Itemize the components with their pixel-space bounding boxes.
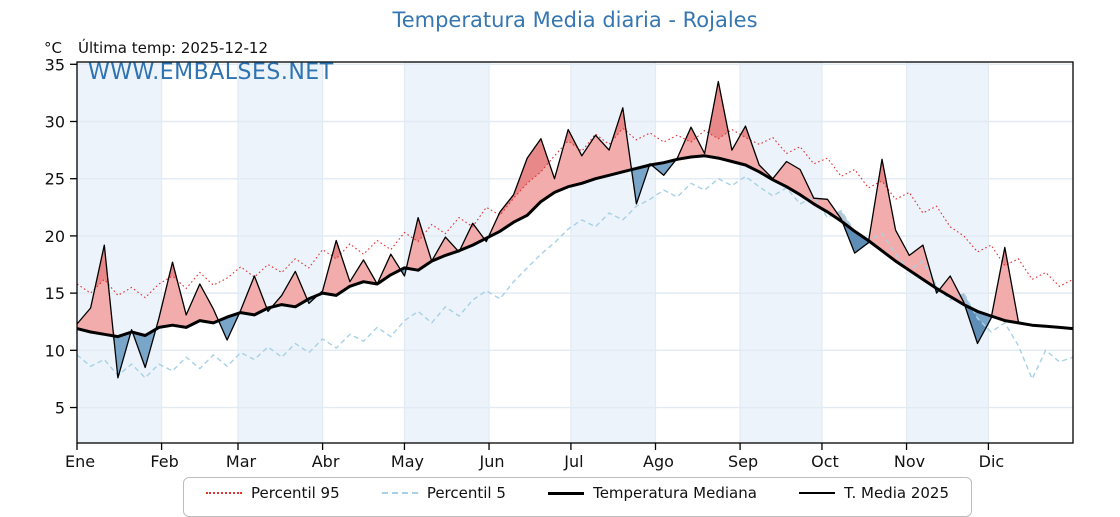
x-tick-label: Ago <box>643 452 674 471</box>
x-tick-label: Feb <box>150 452 178 471</box>
y-tick-label: 35 <box>45 55 65 74</box>
legend-label-t-media-2025: T. Media 2025 <box>844 484 949 502</box>
legend-item-percentil-5: Percentil 5 <box>381 484 506 502</box>
percentil-5-line-swatch <box>381 492 418 494</box>
legend-item-percentil-95: Percentil 95 <box>206 484 340 502</box>
page-title: Temperatura Media diaria - Rojales <box>392 8 758 32</box>
legend-label-percentil-5: Percentil 5 <box>426 484 506 502</box>
legend-label-temperatura-mediana: Temperatura Mediana <box>593 484 757 502</box>
y-tick-label: 25 <box>45 170 65 189</box>
t-media-2025-line <box>76 80 1022 379</box>
y-tick-label: 10 <box>45 341 65 360</box>
month-band <box>77 62 162 443</box>
y-tick-label: 30 <box>45 112 65 131</box>
watermark-embalses: WWW.EMBALSES.NET <box>88 60 334 85</box>
month-band <box>570 62 656 443</box>
fill-above-median <box>77 81 1022 337</box>
month-band <box>740 62 822 443</box>
last-temp-label: Última temp: 2025-12-12 <box>78 39 269 57</box>
month-band <box>237 62 323 443</box>
x-tick-label: Oct <box>811 452 839 471</box>
plot-frame <box>76 61 1074 444</box>
x-tick-label: Jun <box>479 452 505 471</box>
x-tick-label: May <box>391 452 424 471</box>
percentil-95-line-swatch <box>206 492 242 494</box>
temperatura-mediana-line <box>76 154 1074 339</box>
x-tick-label: Nov <box>894 452 925 471</box>
legend-label-percentil-95: Percentil 95 <box>251 484 340 502</box>
y-tick-label: 5 <box>55 399 65 418</box>
percentil-95-line <box>76 127 1074 299</box>
x-tick-label: Ene <box>65 452 95 471</box>
y-tick-label: 20 <box>45 227 65 246</box>
fill-above-percentil-95 <box>77 81 1022 298</box>
x-tick-label: Mar <box>226 452 257 471</box>
x-tick-label: Sep <box>728 452 758 471</box>
chart-legend: Percentil 95 Percentil 5 Temperatura Med… <box>183 477 972 517</box>
legend-item-temperatura-mediana: Temperatura Mediana <box>548 484 757 502</box>
temperature-chart: 5 10 15 20 25 30 35 Ene Feb Mar Abr May Jun Jul Ago Sep… <box>45 55 1074 471</box>
y-tick-label: 15 <box>45 284 65 303</box>
x-tick-label: Abr <box>312 452 340 471</box>
x-tick-label: Dic <box>979 452 1005 471</box>
legend-item-t-media-2025: T. Media 2025 <box>799 484 949 502</box>
x-tick-label: Jul <box>563 452 583 471</box>
y-axis-units-label: °C <box>44 39 62 57</box>
t-media-2025-line-swatch <box>799 492 836 494</box>
temperatura-mediana-line-swatch <box>548 491 585 495</box>
